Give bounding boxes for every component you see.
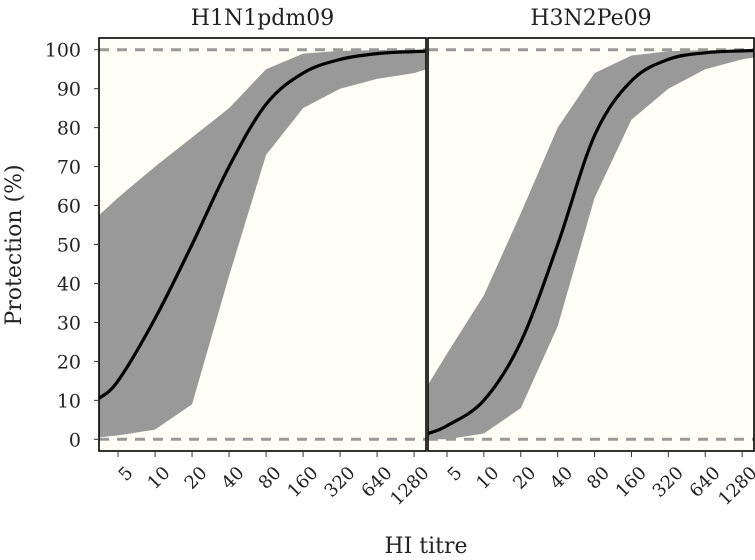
confidence-band — [99, 49, 426, 438]
y-tick-label: 10 — [57, 390, 81, 412]
x-tick-label: 5 — [443, 463, 466, 486]
x-tick-label: 5 — [114, 463, 137, 486]
x-tick-label: 320 — [649, 463, 688, 502]
x-tick-label: 10 — [143, 463, 174, 494]
x-tick-label: 40 — [546, 463, 577, 494]
facet-title: H3N2Pe09 — [530, 6, 651, 31]
x-tick-label: 20 — [509, 463, 540, 494]
y-tick-label: 60 — [57, 196, 81, 218]
x-tick-label: 80 — [583, 463, 614, 494]
y-tick-label: 80 — [57, 118, 81, 140]
y-axis-label: Protection (%) — [2, 164, 27, 325]
facet-title: H1N1pdm09 — [191, 6, 334, 31]
x-tick-label: 320 — [320, 463, 359, 502]
x-tick-label: 1280 — [714, 463, 755, 510]
y-tick-label: 100 — [45, 40, 81, 62]
y-tick-label: 40 — [57, 273, 81, 295]
x-tick-label: 160 — [283, 463, 322, 502]
confidence-band — [428, 49, 754, 440]
panel-border — [427, 37, 755, 452]
y-tick-label: 0 — [69, 429, 81, 451]
y-tick-label: 20 — [57, 351, 81, 373]
protection-curve — [99, 49, 426, 400]
x-tick-label: 20 — [180, 463, 211, 494]
x-axis-label: HI titre — [384, 534, 467, 559]
y-tick-label: 70 — [57, 157, 81, 179]
protection-curve — [428, 48, 754, 436]
x-tick-label: 80 — [254, 463, 285, 494]
x-tick-label: 40 — [217, 463, 248, 494]
y-tick-label: 90 — [57, 79, 81, 101]
x-tick-label: 1280 — [386, 463, 433, 510]
x-tick-label: 10 — [472, 463, 503, 494]
y-axis: 0 10 20 30 40 50 60 70 80 90 100 — [45, 40, 99, 451]
y-tick-label: 50 — [57, 235, 81, 257]
x-tick-label: 160 — [612, 463, 651, 502]
y-tick-label: 30 — [57, 312, 81, 334]
